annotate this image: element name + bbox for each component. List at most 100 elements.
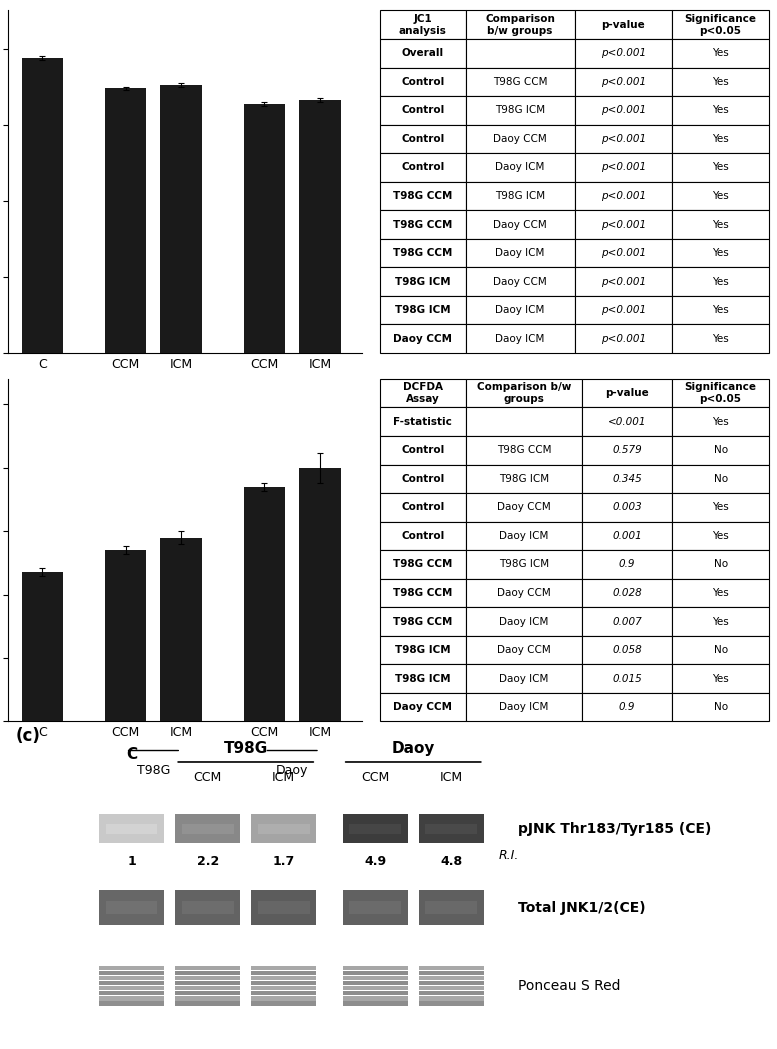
Bar [244,487,285,722]
Bar [583,579,672,607]
Text: Daoy CCM: Daoy CCM [393,334,452,344]
Text: T98G: T98G [224,742,268,756]
Bar [465,607,583,636]
Bar [99,991,164,996]
Bar [465,267,575,296]
Bar [380,607,465,636]
Bar [583,493,672,521]
Bar [176,890,240,925]
Bar [465,239,575,267]
Bar [380,379,465,407]
Bar [465,97,575,125]
Bar [575,239,672,267]
Bar [99,970,164,976]
Bar [465,407,583,436]
Bar [380,636,465,664]
Bar [380,153,465,181]
Text: T98G ICM: T98G ICM [395,645,451,655]
Bar [575,39,672,67]
Text: 0.007: 0.007 [612,617,642,626]
Text: Yes: Yes [713,416,729,427]
Bar [176,976,240,980]
Bar [380,210,465,239]
Text: Total JNK1/2(CE): Total JNK1/2(CE) [518,900,646,915]
Bar [343,1002,408,1006]
Text: 0.003: 0.003 [612,502,642,512]
Bar [583,436,672,465]
Bar [176,814,240,843]
Bar [244,104,285,352]
Text: Control: Control [401,474,444,484]
Bar [583,407,672,436]
Text: 0.9: 0.9 [619,702,636,712]
Bar [380,521,465,550]
Text: CCM: CCM [361,771,389,784]
Bar [672,407,769,436]
Text: Daoy CCM: Daoy CCM [393,702,452,712]
Text: Daoy ICM: Daoy ICM [500,673,549,684]
Bar [380,436,465,465]
Text: CCM: CCM [193,771,221,784]
Text: T98G CCM: T98G CCM [393,617,452,626]
Text: p-value: p-value [605,388,649,399]
Bar [380,693,465,722]
Bar [672,10,769,39]
Text: Control: Control [401,77,444,87]
Bar [465,664,583,693]
Text: Control: Control [401,163,444,172]
Bar [350,823,401,834]
Text: T98G CCM: T98G CCM [393,559,452,570]
Text: 2.2: 2.2 [197,855,219,869]
Text: Yes: Yes [713,219,729,230]
Bar [419,991,483,996]
Bar [419,966,483,970]
Text: p<0.001: p<0.001 [601,134,646,144]
Bar [380,324,465,352]
Bar [672,181,769,210]
Bar [176,991,240,996]
Bar [343,991,408,996]
Text: DCFDA
Assay: DCFDA Assay [403,383,443,404]
Bar [380,550,465,579]
Bar [672,436,769,465]
Text: Daoy ICM: Daoy ICM [500,531,549,541]
Text: T98G ICM: T98G ICM [395,277,451,286]
Text: Comparison b/w
groups: Comparison b/w groups [477,383,571,404]
Bar [426,823,477,834]
Bar [22,572,63,722]
Bar [419,997,483,1001]
Text: p<0.001: p<0.001 [601,163,646,172]
Bar [380,664,465,693]
Text: No: No [713,446,727,455]
Text: T98G ICM: T98G ICM [499,474,549,484]
Bar [672,465,769,493]
Text: p-value: p-value [601,20,645,29]
Bar [465,693,583,722]
Bar [465,67,575,97]
Bar [99,814,164,843]
Text: No: No [713,645,727,655]
Text: 1.7: 1.7 [273,855,295,869]
Bar [419,890,483,925]
Bar [583,465,672,493]
Bar [465,436,583,465]
Text: Yes: Yes [713,531,729,541]
Text: 4.9: 4.9 [364,855,386,869]
Bar [380,465,465,493]
Bar [252,997,316,1001]
Text: 0.001: 0.001 [612,531,642,541]
Text: T98G ICM: T98G ICM [495,191,545,201]
Bar [160,85,202,352]
Bar [22,58,63,352]
Text: Yes: Yes [713,191,729,201]
Bar [252,890,316,925]
Bar [672,379,769,407]
Bar [106,823,158,834]
Bar [672,664,769,693]
Text: Daoy CCM: Daoy CCM [493,134,547,144]
Bar [182,901,234,914]
Text: Ponceau S Red: Ponceau S Red [518,979,621,993]
Bar [252,970,316,976]
Text: Daoy: Daoy [392,742,435,756]
Text: Daoy ICM: Daoy ICM [496,248,545,258]
